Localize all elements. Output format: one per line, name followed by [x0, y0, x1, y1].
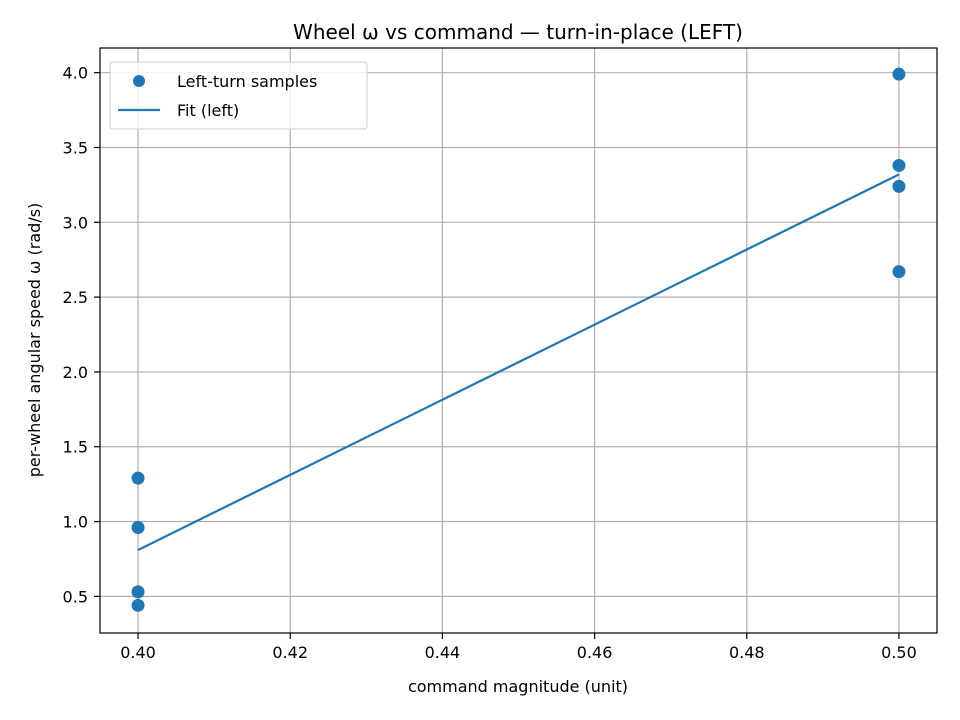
x-tick-label: 0.48: [729, 643, 765, 662]
fit-line: [137, 173, 900, 551]
y-axis: 0.5 1.0 1.5 2.0 2.5 3.0 3.5 4.0: [63, 64, 100, 606]
y-tick-label: 2.5: [63, 288, 88, 307]
y-tick-label: 2.0: [63, 363, 88, 382]
x-tick-label: 0.40: [120, 643, 156, 662]
x-tick-label: 0.42: [272, 643, 308, 662]
y-tick-label: 1.5: [63, 438, 88, 457]
legend-label-scatter: Left-turn samples: [177, 72, 317, 91]
y-tick-label: 1.0: [63, 513, 88, 532]
scatter-point: [131, 585, 145, 599]
y-tick-label: 3.5: [63, 138, 88, 157]
plot-frame: [99, 47, 938, 634]
x-axis-title: command magnitude (unit): [408, 677, 628, 696]
scatter-point: [131, 521, 145, 535]
legend-label-line: Fit (left): [177, 101, 239, 120]
y-axis-title: per-wheel angular speed ω (rad/s): [25, 203, 44, 478]
scatter-point: [131, 598, 145, 612]
scatter-point: [892, 67, 906, 81]
scatter-point: [892, 158, 906, 172]
x-tick-label: 0.50: [881, 643, 917, 662]
legend: Left-turn samples Fit (left): [109, 61, 368, 130]
chart-title: Wheel ω vs command — turn-in-place (LEFT…: [293, 20, 743, 44]
legend-box: [109, 61, 368, 130]
scatter-point: [892, 265, 906, 279]
y-tick-label: 3.0: [63, 213, 88, 232]
scatter-point: [892, 179, 906, 193]
x-tick-label: 0.46: [577, 643, 613, 662]
scatter-point: [131, 471, 145, 485]
grid: [100, 48, 937, 633]
x-tick-label: 0.44: [425, 643, 461, 662]
legend-marker-scatter: [133, 75, 145, 87]
fit-lines: [137, 173, 900, 551]
x-axis: 0.40 0.42 0.44 0.46 0.48 0.50: [120, 633, 917, 662]
y-tick-label: 0.5: [63, 587, 88, 606]
plot-area: [100, 48, 937, 633]
scatter-points: [131, 67, 906, 612]
y-tick-label: 4.0: [63, 64, 88, 83]
